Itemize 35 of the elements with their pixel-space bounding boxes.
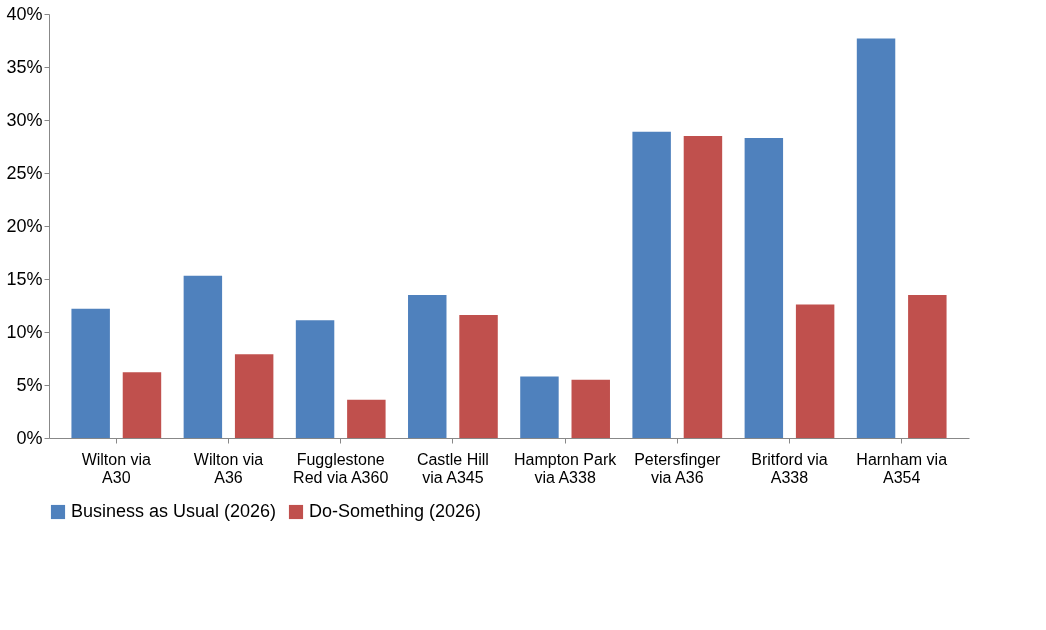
bar bbox=[234, 354, 274, 438]
bar bbox=[908, 294, 947, 438]
y-tick-label: 40% bbox=[6, 3, 43, 24]
bar bbox=[408, 294, 447, 438]
bar bbox=[520, 376, 559, 438]
bar bbox=[744, 138, 784, 438]
bar bbox=[795, 304, 835, 438]
x-tick-label: Wilton via A30 bbox=[81, 450, 152, 486]
x-tick-label: Castle Hill via A345 bbox=[416, 450, 489, 486]
bar bbox=[856, 38, 896, 438]
y-tick-label: 35% bbox=[6, 56, 43, 77]
bar bbox=[295, 320, 335, 438]
y-tick-label: 20% bbox=[6, 215, 43, 236]
bar bbox=[571, 379, 610, 438]
x-tick-label: Petersfinger via A36 bbox=[634, 450, 722, 486]
x-tick-label: Wilton via A36 bbox=[193, 450, 264, 486]
y-tick-label: 0% bbox=[16, 427, 43, 448]
x-tick-label: Hampton Park via A338 bbox=[513, 450, 618, 486]
y-tick-label: 10% bbox=[6, 321, 43, 342]
bar bbox=[183, 275, 223, 438]
bar bbox=[122, 372, 162, 438]
y-tick-label: 25% bbox=[6, 162, 43, 183]
y-tick-label: 5% bbox=[16, 374, 43, 395]
bar bbox=[347, 399, 386, 438]
bar bbox=[71, 308, 110, 438]
legend-label: Business as Usual (2026) bbox=[71, 501, 277, 521]
legend-label: Do-Something (2026) bbox=[309, 501, 482, 521]
x-tick-label: Harnham via A354 bbox=[856, 450, 948, 486]
y-tick-label: 30% bbox=[6, 109, 43, 130]
y-tick-label: 15% bbox=[6, 268, 43, 289]
bar bbox=[459, 315, 498, 438]
bar bbox=[683, 135, 723, 438]
x-tick-label: Fugglestone Red via A360 bbox=[293, 450, 389, 486]
bar bbox=[632, 131, 671, 438]
x-tick-label: Britford via A338 bbox=[751, 450, 828, 486]
